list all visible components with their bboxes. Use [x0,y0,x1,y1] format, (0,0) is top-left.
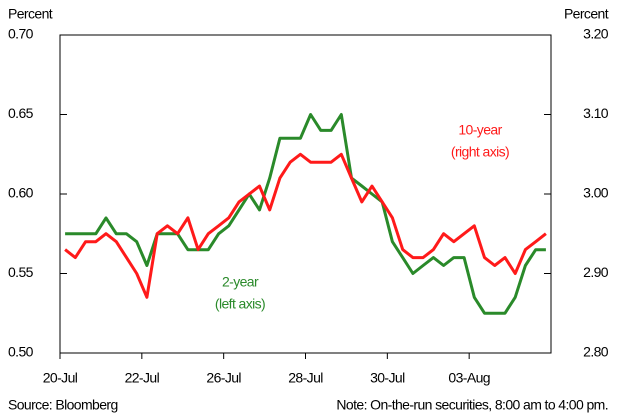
x-tick-label: 22-Jul [125,370,160,386]
y-tick-label: 0.55 [8,264,34,280]
y-tick-label: 0.70 [8,26,34,42]
y2-tick-label: 3.10 [583,105,609,121]
y-axis-title: Percent [8,6,53,22]
y-tick-label: 0.65 [8,105,34,121]
y2-tick-label: 3.00 [583,185,609,201]
y2-tick-label: 3.20 [583,26,609,42]
y2-tick-label: 2.80 [583,344,609,360]
plot-frame [59,34,552,354]
series-label: 10-year [458,122,502,138]
y-tick-label: 0.50 [8,344,34,360]
series-line [64,152,547,299]
series-axis-note: (right axis) [451,144,509,160]
source: Source: Bloomberg [8,397,118,413]
y-tick-label: 0.60 [8,185,34,201]
x-tick-label: 20-Jul [43,370,78,386]
series-axis-note: (left axis) [215,296,265,312]
x-tick-label: 03-Aug [448,370,490,386]
x-tick-label: 30-Jul [370,370,405,386]
series-label: 2-year [222,274,259,290]
x-tick-label: 28-Jul [288,370,323,386]
y2-axis-title: Percent [564,6,609,22]
x-tick-label: 26-Jul [206,370,241,386]
y2-tick-label: 2.90 [583,264,609,280]
series-line [65,113,546,315]
note: Note: On-the-run securities, 8:00 am to … [336,397,608,413]
